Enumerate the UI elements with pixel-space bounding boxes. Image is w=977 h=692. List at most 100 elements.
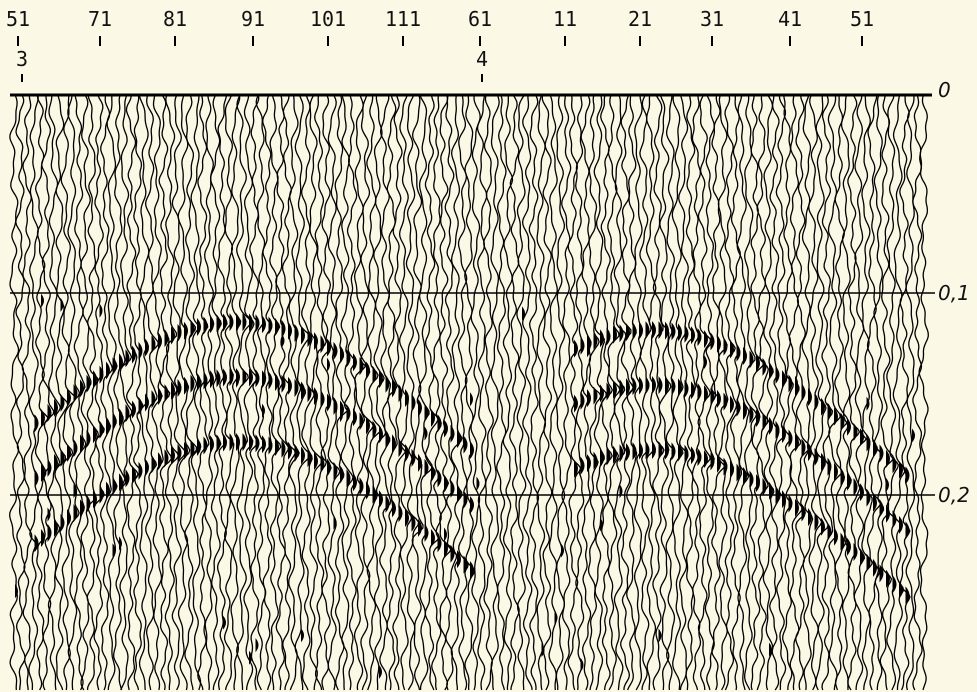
peak-fill (847, 537, 851, 556)
trace (86, 95, 99, 691)
peak-fill (60, 513, 65, 532)
peak-fill (801, 503, 806, 522)
peak-fill (301, 381, 305, 400)
peak-fill (190, 374, 195, 393)
peak-fill (86, 429, 91, 448)
peak-fill (398, 504, 403, 523)
peak-fill (197, 372, 201, 391)
peak-fill (314, 332, 318, 351)
labels: 51 71 81 91 101 111 61 11 21 31 41 51 3 4 0 0,1 0,2 (6, 7, 970, 507)
trace (697, 95, 711, 691)
peak-fill (782, 370, 786, 389)
time-label: 0,1 (938, 281, 970, 305)
peak-fill (418, 398, 422, 417)
peak-fill (158, 387, 162, 406)
trace (41, 95, 55, 691)
trace-number: 81 (163, 7, 187, 31)
peak-fill (762, 477, 767, 496)
peak-fill (905, 586, 910, 605)
peak-fill (314, 452, 318, 471)
peak-fill (125, 469, 130, 488)
peak-fill (197, 437, 201, 456)
trace (204, 95, 215, 691)
trace (840, 95, 852, 691)
peak-fill (626, 378, 630, 397)
peak-fill (60, 393, 65, 412)
peak-fill (125, 349, 130, 368)
peak-fill (242, 313, 247, 332)
trace (567, 95, 582, 691)
peak-fill (769, 361, 773, 380)
peak-fill (359, 412, 364, 431)
peak-fill (587, 389, 591, 408)
peak-fill (704, 385, 708, 404)
peak-fill (580, 336, 585, 355)
trace (386, 95, 398, 691)
peak-fill (262, 315, 266, 334)
peak-fill (470, 440, 474, 459)
peak-fill (736, 463, 741, 482)
peak-fill (593, 331, 598, 350)
peak-fill (171, 446, 175, 465)
peak-fill (229, 313, 234, 332)
peak-fill (333, 396, 338, 415)
peak-fill (353, 353, 357, 372)
peak-fill (580, 391, 585, 410)
peak-fill (281, 319, 286, 338)
peak-fill (886, 477, 889, 492)
peak-fill (775, 365, 780, 384)
peak-fill (93, 425, 97, 444)
trace (808, 95, 823, 691)
trace (528, 95, 540, 691)
peak-fill (73, 504, 78, 523)
peak-fill (795, 376, 798, 391)
peak-fill (405, 443, 409, 462)
peak-fill (145, 338, 149, 357)
peak-fill (80, 499, 84, 518)
peak-fill (769, 416, 773, 435)
peak-fill (821, 517, 825, 536)
trace (424, 95, 440, 691)
peak-fill (710, 452, 715, 471)
trace (177, 95, 191, 691)
peak-fill (580, 456, 585, 475)
trace (626, 95, 638, 691)
trace (67, 95, 81, 691)
peak-fill (424, 403, 429, 422)
peak-fill (385, 494, 390, 513)
trace (418, 95, 433, 690)
peak-fill (665, 376, 669, 395)
peak-fill (723, 337, 728, 356)
trace (847, 95, 861, 691)
peak-fill (346, 469, 351, 488)
peak-fill (268, 316, 273, 335)
peak-fill (821, 397, 825, 416)
peak-fill (223, 368, 227, 387)
peak-fill (593, 386, 598, 405)
trace-number: 101 (310, 7, 346, 31)
peak-fill (34, 469, 39, 488)
trace (873, 95, 885, 691)
peak-fill (639, 321, 643, 340)
peak-fill (652, 376, 656, 395)
peak-fill (307, 384, 312, 403)
peak-fill (860, 548, 864, 567)
trace (158, 95, 172, 691)
peak-fill (366, 416, 370, 435)
peak-fill (177, 324, 182, 343)
peak-fill (600, 329, 604, 348)
peak-fill (795, 433, 799, 452)
trace (724, 95, 738, 691)
trace (749, 95, 765, 691)
peak-fill (730, 460, 734, 479)
peak-fill (554, 610, 558, 625)
peak-fill (398, 384, 403, 403)
peak-fill (80, 434, 84, 453)
peak-fill (151, 390, 156, 409)
trace (879, 95, 894, 691)
trace (171, 95, 187, 691)
peak-fill (164, 449, 169, 468)
peak-fill (574, 339, 578, 358)
peak-fill (756, 354, 760, 373)
peak-fill (41, 293, 44, 308)
